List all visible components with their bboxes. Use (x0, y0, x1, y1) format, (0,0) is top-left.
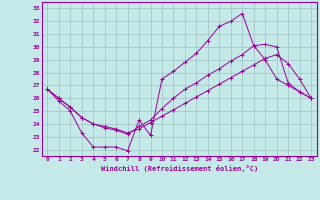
X-axis label: Windchill (Refroidissement éolien,°C): Windchill (Refroidissement éolien,°C) (100, 165, 258, 172)
